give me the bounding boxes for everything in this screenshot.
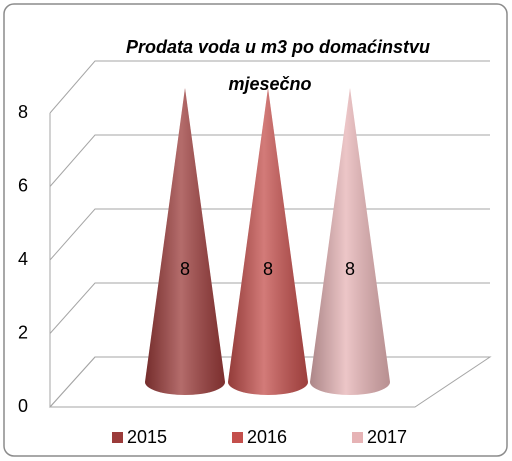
grid-line	[49, 60, 490, 114]
y-tick-label: 2	[18, 322, 28, 342]
legend-label: 2016	[247, 427, 287, 447]
y-tick-label: 4	[18, 249, 28, 269]
data-label: 8	[263, 259, 273, 279]
legend-label: 2017	[367, 427, 407, 447]
cone-shade	[145, 88, 225, 395]
cone-shade	[310, 88, 390, 395]
y-tick-label: 8	[18, 102, 28, 122]
chart-title: Prodata voda u m3 po domaćinstvu	[126, 37, 430, 57]
y-tick-label: 0	[18, 396, 28, 416]
grid-line	[49, 134, 490, 187]
legend-swatch	[352, 432, 363, 443]
legend-swatch	[232, 432, 243, 443]
data-label: 8	[180, 259, 190, 279]
cone-shade	[228, 88, 308, 395]
chart-title: mjesečno	[228, 74, 311, 94]
y-tick-label: 6	[18, 175, 28, 195]
legend-swatch	[112, 432, 123, 443]
data-label: 8	[345, 259, 355, 279]
legend-label: 2015	[127, 427, 167, 447]
